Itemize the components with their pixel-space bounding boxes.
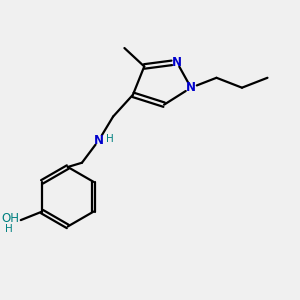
Text: N: N bbox=[186, 81, 196, 94]
Text: OH: OH bbox=[2, 212, 20, 225]
Text: H: H bbox=[106, 134, 114, 144]
Text: N: N bbox=[94, 134, 104, 147]
Text: H: H bbox=[5, 224, 13, 234]
Text: N: N bbox=[172, 56, 182, 69]
